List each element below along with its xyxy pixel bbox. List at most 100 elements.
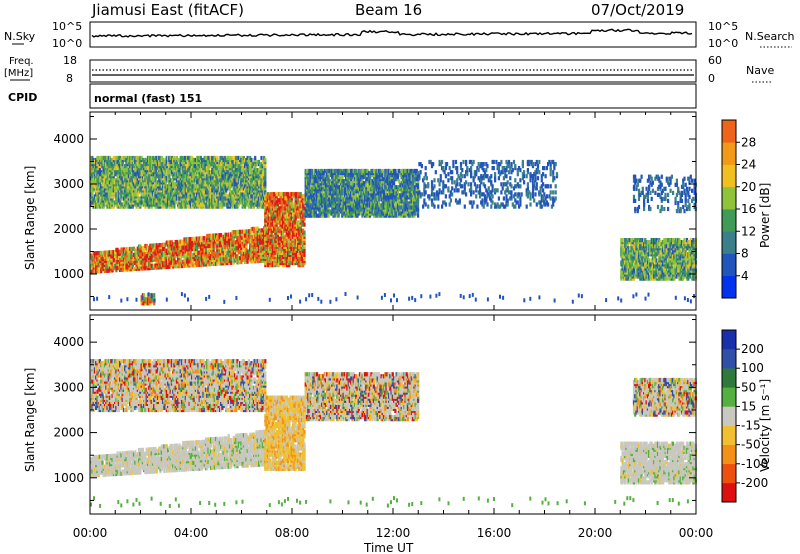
data-cell <box>134 260 137 265</box>
data-cell <box>134 170 137 175</box>
data-cell <box>131 204 134 209</box>
data-cell <box>245 241 248 246</box>
data-cell <box>90 253 93 258</box>
data-cell <box>227 238 230 243</box>
data-cell <box>196 236 199 241</box>
nsky-panel <box>89 21 697 48</box>
data-cell <box>146 162 149 167</box>
data-cell <box>191 236 194 242</box>
data-cell <box>140 178 143 183</box>
data-cell <box>164 242 167 247</box>
data-cell <box>220 237 223 242</box>
data-cell <box>206 237 209 243</box>
data-cell <box>146 178 149 183</box>
data-cell <box>129 170 132 175</box>
data-cell <box>170 260 173 265</box>
data-cell <box>112 164 115 169</box>
data-cell <box>263 240 266 245</box>
nsky-trace <box>91 28 693 38</box>
data-cell <box>207 239 210 245</box>
data-cell <box>114 180 117 185</box>
data-cell <box>169 254 172 259</box>
data-cell <box>148 253 151 258</box>
data-cell <box>150 188 153 193</box>
data-cell <box>106 204 109 209</box>
data-cell <box>148 155 151 161</box>
data-cell <box>213 251 216 256</box>
data-cell <box>264 170 267 175</box>
data-cell <box>156 249 160 254</box>
data-cell <box>103 250 107 255</box>
data-cell <box>121 176 124 181</box>
data-cell <box>101 254 104 259</box>
data-cell <box>231 155 234 161</box>
data-cell <box>107 186 110 191</box>
data-cell <box>256 259 259 264</box>
data-cell <box>111 250 114 255</box>
data-cell <box>129 253 132 258</box>
data-cell <box>162 257 165 262</box>
data-cell <box>235 240 238 245</box>
data-cell <box>148 170 151 175</box>
data-cell <box>150 200 153 205</box>
data-cell <box>129 155 132 161</box>
data-cell <box>96 178 99 183</box>
data-cell <box>167 240 170 245</box>
data-cell <box>117 265 120 271</box>
data-cell <box>177 164 180 169</box>
data-cell <box>180 263 184 269</box>
data-cell <box>179 257 182 263</box>
data-cell <box>106 194 109 199</box>
data-cell <box>191 240 194 246</box>
data-cell <box>139 204 142 209</box>
data-cell <box>121 267 124 272</box>
data-cell <box>92 164 95 169</box>
data-cell <box>139 244 142 249</box>
data-cell <box>173 204 176 209</box>
data-cell <box>130 252 133 258</box>
data-cell <box>193 263 196 268</box>
data-cell <box>165 248 168 253</box>
data-cell <box>100 162 103 167</box>
data-cell <box>203 262 206 267</box>
data-cell <box>97 192 100 197</box>
data-cell <box>145 180 148 185</box>
data-cell <box>252 247 256 252</box>
data-cell <box>187 243 190 248</box>
data-cell <box>127 170 131 175</box>
data-cell <box>232 252 235 257</box>
data-cell <box>204 248 208 253</box>
data-cell <box>130 176 133 181</box>
data-cell <box>141 200 144 205</box>
data-cell <box>119 257 122 262</box>
data-cell <box>323 168 326 174</box>
data-cell <box>91 170 94 175</box>
data-cell <box>134 155 137 161</box>
data-cell <box>211 241 214 246</box>
data-cell <box>174 254 177 259</box>
data-cell <box>97 170 100 175</box>
data-cell <box>156 265 160 270</box>
data-cell <box>102 170 105 175</box>
data-cell <box>209 260 213 265</box>
data-cell <box>220 257 223 262</box>
data-cell <box>122 170 125 175</box>
data-cell <box>250 251 253 256</box>
data-cell <box>183 263 186 268</box>
data-cell <box>102 204 105 209</box>
data-cell <box>257 258 261 264</box>
data-cell <box>145 249 148 255</box>
data-cell <box>244 239 247 244</box>
data-cell <box>222 242 225 248</box>
data-cell <box>149 188 152 193</box>
data-cell <box>227 252 230 257</box>
data-cell <box>158 253 161 258</box>
data-cell <box>90 184 93 189</box>
data-cell <box>131 198 134 203</box>
data-cell <box>194 250 197 255</box>
data-cell <box>264 164 267 169</box>
data-cell <box>254 155 257 161</box>
data-cell <box>168 240 171 245</box>
data-cell <box>117 155 120 161</box>
